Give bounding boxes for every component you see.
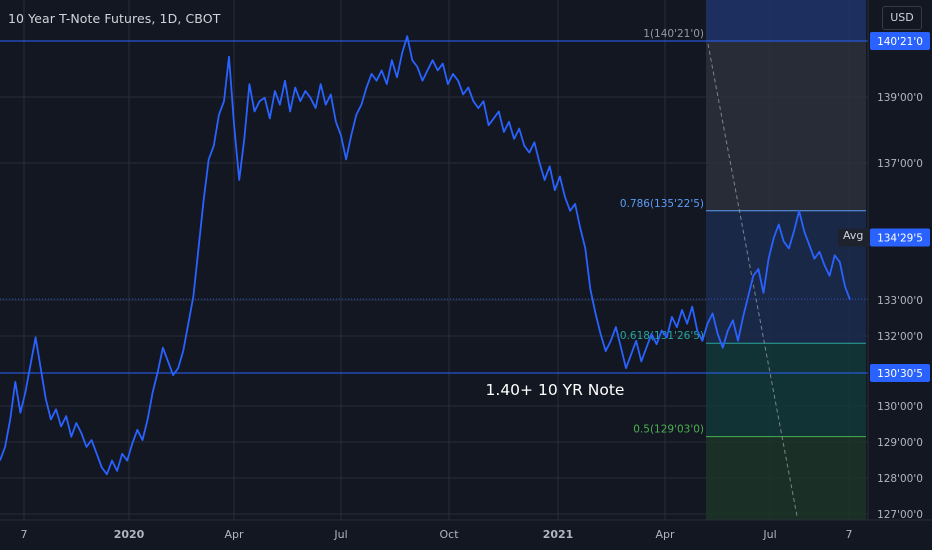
fib-zone-1-0786 [706,41,866,211]
price-tag-background [870,32,930,50]
fib-level-label: 1(140'21'0) [643,28,704,40]
x-axis-tick-label: 7 [846,528,853,541]
x-axis-tick-label: Apr [655,528,675,541]
chart-title: 10 Year T-Note Futures, 1D, CBOT [8,11,221,26]
fib-zone-below-05 [706,436,866,520]
price-tag-background [870,364,930,382]
x-axis-tick-label: Oct [439,528,459,541]
fib-level-label: 0.618(131'26'5) [620,330,704,342]
price-tag-label: 140'21'0 [877,36,923,48]
y-axis-tick-label: 137'00'0 [877,158,923,170]
price-tag-label: 130'30'5 [877,368,923,380]
y-axis-tick-label: 129'00'0 [877,437,923,449]
y-axis-tick-label: 128'00'0 [877,473,923,485]
x-axis-tick-label: 7 [21,528,28,541]
fib-zone-0618-05 [706,343,866,437]
y-axis-tick-label: 133'00'0 [877,295,923,307]
x-axis-tick-label: Jul [762,528,776,541]
x-axis-tick-label: Jul [333,528,347,541]
y-axis-tick-label: 127'00'0 [877,509,923,521]
y-axis-tick-label: 139'00'0 [877,92,923,104]
x-axis-tick-label: 2020 [114,528,145,541]
y-axis-tick-label: 130'00'0 [877,401,923,413]
price-tag-background [870,228,930,247]
price-tag-label: 134'29'5 [877,232,923,244]
chart-annotation: 1.40+ 10 YR Note [486,381,625,399]
avg-tag-background [838,228,870,247]
fib-level-label: 0.786(135'22'5) [620,198,704,210]
x-axis-tick-label: 2021 [543,528,574,541]
avg-label: Avg [843,229,864,243]
price-series-line [0,35,851,476]
price-axis-background [868,0,932,550]
time-axis-background [0,520,932,550]
fib-level-label: 0.5(129'03'0) [633,424,704,436]
x-axis-tick-label: Apr [224,528,244,541]
currency-button[interactable]: USD [882,6,922,30]
y-axis-tick-label: 132'00'0 [877,331,923,343]
fib-zone-top [706,0,866,41]
